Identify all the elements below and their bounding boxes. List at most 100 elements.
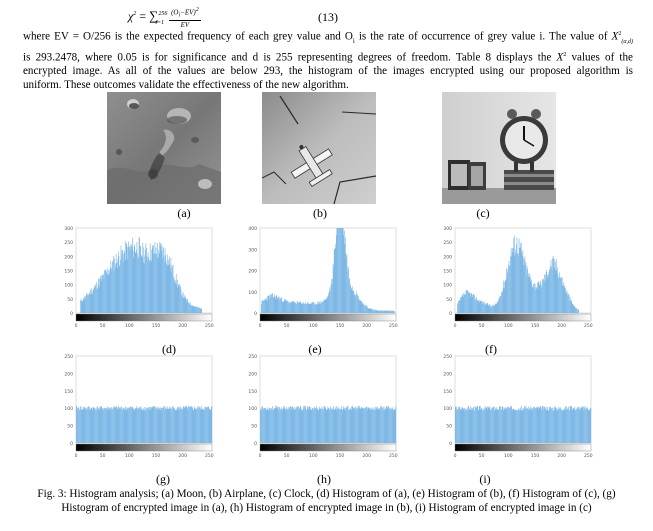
y-tick-label: 50 [251, 424, 257, 430]
histogram-bar [303, 304, 305, 313]
histogram-bar [201, 408, 203, 443]
histogram-bar [590, 407, 592, 443]
histogram-bar [305, 302, 306, 313]
histogram-bar [477, 300, 478, 313]
histogram-bar [179, 407, 181, 443]
histogram-bar [551, 266, 552, 313]
histogram-bar [492, 304, 494, 313]
histogram-bar [98, 408, 99, 443]
histogram-bar [271, 294, 272, 313]
figure-caption: Fig. 3: Histogram analysis; (a) Moon, (b… [0, 487, 653, 515]
histogram-bar [165, 260, 167, 313]
histogram-bar [493, 406, 495, 443]
histogram-bar [536, 406, 538, 443]
histogram-bar [173, 278, 175, 313]
histogram-bar [395, 405, 397, 443]
histogram-bar [527, 410, 529, 443]
histogram-bar [266, 409, 268, 443]
histogram-bar [494, 410, 496, 443]
histogram-bar [317, 410, 319, 443]
histogram-bar [486, 304, 488, 313]
histogram-bar [333, 409, 335, 443]
histogram-bar [536, 289, 538, 313]
histogram-bar [175, 283, 177, 313]
x-tick-label: 200 [178, 323, 187, 329]
histogram-bar [83, 407, 85, 443]
histogram-bar [306, 303, 308, 313]
x-tick-label: 150 [152, 453, 161, 459]
histogram-bar [153, 253, 155, 313]
histogram-bar [362, 407, 364, 443]
histogram-bar [369, 308, 371, 313]
histogram-bar [162, 407, 163, 443]
histogram-bar [299, 301, 301, 313]
histogram-bar [199, 307, 200, 313]
histogram-bar [145, 410, 146, 443]
histogram-bar [107, 274, 109, 313]
histogram-bar [360, 300, 362, 313]
histogram-bar [306, 304, 307, 313]
histogram-bar [314, 406, 315, 443]
histogram-bar [158, 409, 160, 443]
histogram-bar [287, 300, 289, 313]
histogram-bar [519, 247, 521, 313]
histogram-bar [114, 406, 115, 443]
histogram-bar [534, 283, 536, 313]
x-tick-label: 150 [336, 453, 345, 459]
histogram-bar [299, 408, 300, 443]
histogram-bar [349, 285, 351, 313]
histogram-bar [393, 409, 395, 443]
histogram-bar [200, 407, 201, 443]
x-tick-label: 50 [100, 453, 106, 459]
x-tick-label: 150 [336, 323, 345, 329]
histogram-bar [387, 408, 389, 443]
histogram-bar [162, 257, 163, 313]
histogram-bar [533, 407, 534, 443]
histogram-bar [535, 407, 536, 443]
histogram-bar [295, 408, 297, 443]
histogram-bar [111, 267, 112, 313]
text-sub: i [352, 36, 355, 45]
histogram-bar [301, 408, 303, 443]
histogram-bar [372, 309, 373, 313]
histogram-bar [339, 409, 340, 443]
histogram-bar [527, 273, 529, 313]
histogram-bar [462, 408, 464, 443]
histogram-bar [580, 406, 582, 443]
histogram-bar [149, 409, 151, 443]
histogram-bar [375, 310, 377, 313]
histogram-bar [80, 406, 81, 443]
histogram-bar [285, 300, 287, 313]
paragraph-line-1: where EV = O/256 is the expected frequen… [23, 28, 633, 49]
histogram-bar [144, 410, 145, 443]
histogram-bar [359, 408, 361, 443]
x-tick-label: 250 [205, 323, 214, 329]
histogram-bar [151, 249, 153, 313]
histogram-bar [111, 271, 113, 313]
histogram-bar [120, 409, 122, 443]
histogram-bar [580, 409, 582, 443]
histogram-bar [346, 257, 347, 313]
y-tick-label: 100 [248, 290, 257, 296]
histogram-bar [529, 275, 531, 313]
histogram-bar [563, 282, 565, 313]
histogram-bar [459, 409, 461, 443]
y-tick-label: 0 [254, 441, 257, 447]
histogram-bar [122, 410, 123, 443]
histogram-bar [130, 249, 131, 313]
histogram-bar [351, 286, 353, 313]
histogram-bar [104, 270, 105, 313]
histogram-bar [98, 409, 100, 443]
histogram-bar [367, 307, 368, 313]
histogram-bar [148, 410, 150, 443]
histogram-bar [136, 250, 137, 313]
histogram-bar [383, 409, 384, 443]
histogram-bar [174, 410, 176, 443]
histogram-bar [531, 407, 533, 443]
histogram-bar [290, 300, 292, 313]
histogram-bar [328, 292, 329, 313]
histogram-bar [545, 269, 547, 313]
histogram-bar [283, 298, 285, 313]
histogram-bar [92, 407, 94, 443]
histogram-bar [350, 287, 352, 313]
